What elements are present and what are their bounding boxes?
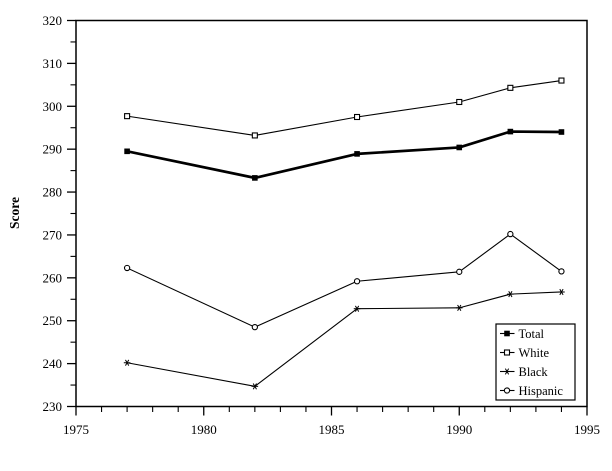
series-line-hispanic bbox=[126, 233, 562, 328]
open-square-marker-icon bbox=[507, 84, 514, 91]
open-circle-marker-icon bbox=[558, 268, 565, 275]
filled-square-marker-icon bbox=[558, 129, 565, 135]
open-circle-marker-icon bbox=[353, 278, 361, 285]
open-circle-marker-icon bbox=[251, 324, 258, 331]
y-axis-title: Score bbox=[7, 197, 22, 229]
x-tick-label: 1985 bbox=[319, 422, 345, 437]
y-tick-label: 300 bbox=[43, 99, 63, 114]
x-tick-label: 1975 bbox=[63, 422, 89, 437]
filled-square-marker-icon bbox=[456, 144, 463, 151]
star-marker-icon bbox=[457, 304, 462, 311]
x-tick-label: 1980 bbox=[191, 422, 217, 437]
series-line-black bbox=[127, 291, 562, 387]
series-total bbox=[124, 128, 565, 181]
series-black bbox=[123, 288, 565, 390]
star-marker-icon bbox=[508, 291, 513, 298]
star-marker-icon bbox=[125, 359, 130, 366]
y-tick-label: 270 bbox=[43, 227, 63, 242]
legend-label-white: White bbox=[519, 346, 550, 360]
filled-square-marker-icon bbox=[507, 128, 514, 135]
legend-label-total: Total bbox=[519, 327, 545, 341]
y-tick-label: 310 bbox=[43, 56, 63, 71]
open-square-marker-icon bbox=[503, 349, 511, 356]
open-square-marker-icon bbox=[251, 132, 258, 139]
star-marker-icon bbox=[504, 368, 510, 375]
legend-label-black: Black bbox=[519, 365, 549, 379]
y-tick-label: 250 bbox=[43, 313, 63, 328]
legend: Total White Black Hispanic bbox=[495, 323, 576, 401]
series-hispanic bbox=[123, 230, 565, 331]
plot-area: 230 240 250 260 270 280 290 300 310 320 1975 1980 19… bbox=[43, 13, 601, 437]
y-tick-label: 260 bbox=[43, 270, 63, 285]
open-square-marker-icon bbox=[456, 98, 463, 106]
y-tick-label: 320 bbox=[43, 13, 63, 28]
star-marker-icon bbox=[559, 288, 564, 296]
filled-square-marker-icon bbox=[124, 148, 130, 155]
open-circle-marker-icon bbox=[456, 268, 463, 275]
filled-square-marker-icon bbox=[504, 330, 510, 337]
open-square-marker-icon bbox=[124, 113, 131, 120]
legend-label-hispanic: Hispanic bbox=[519, 384, 564, 398]
x-tick-label: 1995 bbox=[574, 422, 600, 437]
open-square-marker-icon bbox=[353, 113, 361, 121]
open-square-marker-icon bbox=[558, 77, 565, 84]
y-tick-label: 290 bbox=[43, 142, 63, 157]
series-line-white bbox=[127, 79, 562, 136]
star-marker-icon bbox=[252, 383, 257, 390]
x-tick-label: 1990 bbox=[446, 422, 472, 437]
open-circle-marker-icon bbox=[123, 264, 131, 272]
series-white bbox=[124, 77, 565, 139]
filled-square-marker-icon bbox=[354, 151, 360, 157]
y-tick-label: 230 bbox=[43, 399, 63, 414]
star-marker-icon bbox=[354, 305, 360, 312]
filled-square-marker-icon bbox=[252, 175, 258, 181]
legend-box bbox=[495, 323, 576, 401]
open-circle-marker-icon bbox=[507, 230, 514, 238]
series-line-total bbox=[126, 130, 562, 180]
y-tick-label: 280 bbox=[43, 185, 63, 200]
open-circle-marker-icon bbox=[503, 387, 511, 394]
y-tick-label: 240 bbox=[43, 356, 63, 371]
